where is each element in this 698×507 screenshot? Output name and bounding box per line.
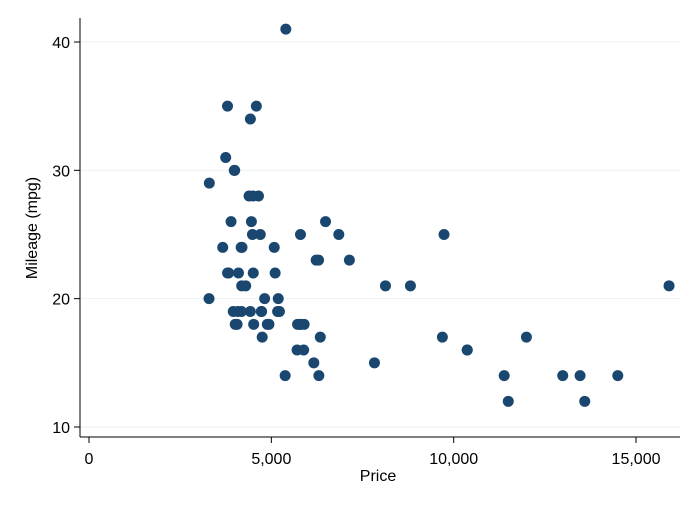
point [333,228,345,240]
point [227,305,239,317]
x-tick-label: 10,000 [429,451,478,468]
point [223,267,235,279]
point [240,280,252,292]
point [294,228,306,240]
x-tick-label: 5,000 [251,451,291,468]
point [259,293,271,305]
point [280,23,292,35]
point [574,370,586,382]
point [292,318,304,330]
point [232,267,244,279]
point [248,318,260,330]
point [225,216,237,228]
point [231,318,243,330]
point [217,241,229,253]
point [268,241,280,253]
point [663,280,675,292]
point [269,267,281,279]
point [314,331,326,343]
point [308,357,320,369]
point [579,395,591,407]
x-tick-label: 15,000 [612,451,661,468]
point [368,357,380,369]
point [235,241,247,253]
point [244,113,256,125]
point [310,254,322,266]
point [313,370,325,382]
point [235,305,247,317]
point [612,370,624,382]
point [272,293,284,305]
point [502,395,514,407]
point [263,318,275,330]
point [250,100,262,112]
point [222,100,234,112]
point [438,228,450,240]
point [404,280,416,292]
y-tick-label: 40 [52,35,70,52]
x-axis-label: Price [360,468,397,485]
point [220,151,232,163]
point [254,228,266,240]
point [246,228,258,240]
point [203,293,215,305]
point [461,344,473,356]
point [229,164,241,176]
point [436,331,448,343]
point [298,344,310,356]
y-axis-label: Mileage (mpg) [24,177,41,279]
point [320,216,332,228]
point [256,331,268,343]
point [244,305,256,317]
y-tick-label: 10 [52,420,70,437]
point [520,331,532,343]
point [498,370,510,382]
point [343,254,355,266]
point [557,370,569,382]
point [279,370,291,382]
point [247,190,259,202]
point [245,216,257,228]
point [247,267,259,279]
point [273,305,285,317]
point [255,305,267,317]
y-tick-label: 30 [52,163,70,180]
x-tick-label: 0 [85,451,94,468]
point [203,177,215,189]
point [379,280,391,292]
y-tick-label: 20 [52,292,70,309]
